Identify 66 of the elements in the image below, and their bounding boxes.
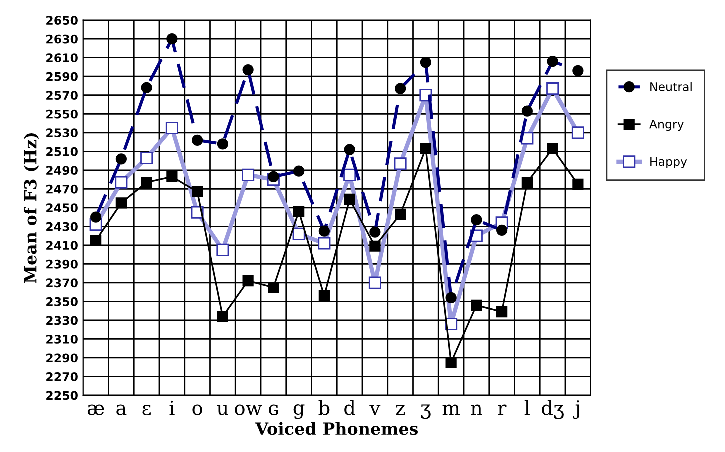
x-tick-label: i xyxy=(170,400,175,416)
point xyxy=(141,177,152,188)
y-tick-label: 2370 xyxy=(46,278,78,288)
point xyxy=(572,178,584,190)
x-tick-label: ɛ xyxy=(142,404,151,416)
x-tick-label: m xyxy=(442,404,460,416)
point xyxy=(370,240,381,252)
point xyxy=(116,198,127,209)
y-tick-label: 2330 xyxy=(46,316,78,326)
legend-label: Happy xyxy=(650,157,688,168)
x-tick-label: n xyxy=(471,404,482,416)
x-tick-label: o xyxy=(192,404,202,416)
point xyxy=(471,300,482,312)
x-tick-label: b xyxy=(318,400,330,416)
x-tick-label: dʒ xyxy=(542,400,564,420)
y-tick-label: 2650 xyxy=(46,16,78,25)
point xyxy=(547,143,558,154)
y-tick-label: 2590 xyxy=(46,72,78,82)
x-axis-title: Voiced Phonemes xyxy=(255,422,418,436)
y-tick-label: 2610 xyxy=(46,54,78,63)
y-tick-label: 2630 xyxy=(46,34,78,44)
point xyxy=(318,290,330,302)
y-tick-label: 2510 xyxy=(46,147,78,156)
x-tick-label: u xyxy=(217,405,228,416)
x-tick-label: g xyxy=(294,404,305,420)
point xyxy=(446,357,457,368)
x-tick-label: d xyxy=(344,400,356,416)
point xyxy=(522,177,533,188)
y-tick-label: 2530 xyxy=(46,128,78,138)
y-tick-label: 2570 xyxy=(46,91,78,100)
point xyxy=(395,208,406,220)
point xyxy=(192,186,204,198)
x-tick-label: æ xyxy=(88,404,104,416)
x-tick-label: v xyxy=(370,405,381,416)
y-tick-label: 2450 xyxy=(46,204,78,213)
legend-label: Angry xyxy=(650,120,684,132)
y-tick-label: 2410 xyxy=(46,241,78,250)
y-tick-label: 2270 xyxy=(46,372,78,382)
point xyxy=(420,143,432,154)
y-tick-label: 2470 xyxy=(46,184,78,194)
x-tick-label: r xyxy=(498,404,507,416)
point xyxy=(217,311,228,322)
x-tick-label: ʒ xyxy=(421,404,431,420)
point xyxy=(166,171,178,183)
point xyxy=(242,276,254,287)
y-tick-label: 2310 xyxy=(46,334,78,344)
point xyxy=(268,282,280,294)
x-tick-label: l xyxy=(524,400,530,416)
x-tick-label: a xyxy=(116,404,127,416)
y-tick-label: 2430 xyxy=(46,222,78,232)
point xyxy=(90,235,102,246)
y-tick-label: 2350 xyxy=(46,297,78,306)
x-tick-label: ɢ xyxy=(269,404,278,416)
y-tick-label: 2390 xyxy=(46,260,78,269)
point xyxy=(344,194,356,206)
x-tick-label: ow xyxy=(235,404,262,416)
y-tick-label: 2490 xyxy=(46,166,78,176)
legend-label: Neutral xyxy=(650,82,692,92)
y-axis-title: Mean of F3 (Hz) xyxy=(24,133,40,284)
y-tick-label: 2550 xyxy=(46,110,78,119)
x-tick-label: j xyxy=(573,400,580,420)
point xyxy=(294,206,305,218)
y-tick-label: 2250 xyxy=(46,391,78,400)
y-tick-label: 2290 xyxy=(46,354,78,363)
x-tick-label: z xyxy=(396,405,405,416)
point xyxy=(496,306,508,318)
